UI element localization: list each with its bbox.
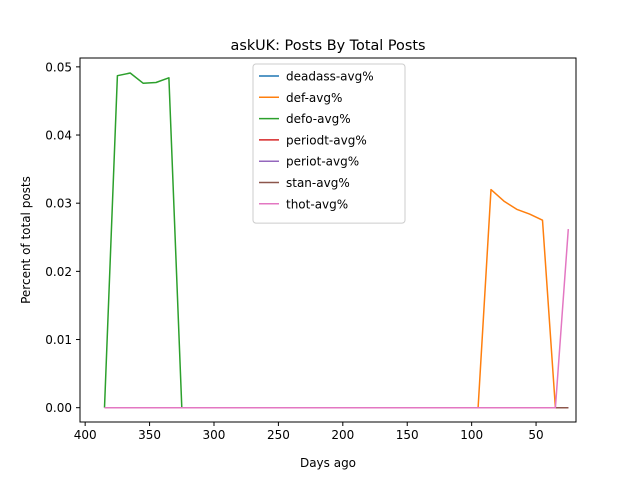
x-tick-label: 200 [331,428,354,442]
chart-title: askUK: Posts By Total Posts [231,38,426,54]
x-tick-label: 250 [267,428,290,442]
series-line-thot-avg% [104,229,570,409]
y-axis-label: Percent of total posts [19,176,33,304]
series-layer [103,72,570,409]
x-tick-label: 150 [396,428,419,442]
series-line-defo-avg% [103,72,569,409]
axes-frame [79,57,577,423]
legend-entry-def-avg%: def-avg% [286,91,342,105]
x-tick-label: 400 [74,428,97,442]
y-tick-label: 0.03 [45,197,72,211]
series-line-def-avg% [104,188,569,409]
x-ticks: 400 350 300 250 200 150 100 50 [74,422,544,442]
x-tick-label: 350 [138,428,161,442]
x-tick-label: 300 [203,428,226,442]
y-tick-label: 0.04 [45,129,72,143]
x-tick-label: 50 [528,428,543,442]
x-axis-label: Days ago [300,456,356,470]
legend-entry-stan-avg%: stan-avg% [286,176,350,190]
x-tick-label: 100 [460,428,483,442]
legend-entry-defo-avg%: defo-avg% [286,112,351,126]
legend: deadass-avg% def-avg% defo-avg% periodt-avg… [252,63,406,224]
y-tick-label: 0.01 [45,333,72,347]
legend-box [252,63,406,224]
y-ticks: 0.00 0.01 0.02 0.03 0.04 0.05 [45,60,80,415]
y-tick-label: 0.05 [45,60,72,74]
legend-entry-thot-avg%: thot-avg% [286,197,348,211]
y-tick-label: 0.02 [45,265,72,279]
legend-entry-deadass-avg%: deadass-avg% [286,70,374,84]
y-tick-label: 0.00 [45,401,72,415]
legend-entry-periodt-avg%: periodt-avg% [286,133,367,147]
legend-entry-periot-avg%: periot-avg% [286,155,359,169]
